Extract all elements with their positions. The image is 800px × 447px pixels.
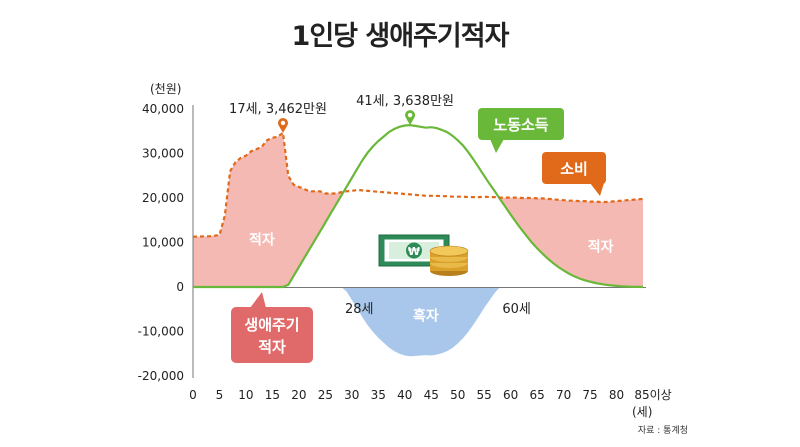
y-tick-label: -20,000	[138, 369, 184, 383]
x-tick-label: 55	[477, 388, 492, 402]
crossover-annotation: 28세	[345, 302, 374, 317]
callout-consumption: 소비	[542, 152, 606, 196]
y-tick-label: -10,000	[138, 325, 184, 339]
y-tick-label: 40,000	[142, 102, 184, 116]
x-tick-label: 85이상	[634, 388, 671, 402]
y-tick-label: 20,000	[142, 191, 184, 205]
x-tick-label: 50	[450, 388, 465, 402]
annotations: 17세, 3,462만원 41세, 3,638만원 28세 60세	[229, 94, 531, 317]
y-tick-labels: 40,000 30,000 20,000 10,000 0 -10,000 -20,000	[138, 102, 184, 383]
x-unit-label: (세)	[632, 405, 652, 419]
marker-pin	[278, 117, 288, 133]
x-tick-label: 25	[318, 388, 333, 402]
region-label: 흑자	[413, 307, 439, 324]
svg-text:₩: ₩	[408, 245, 420, 258]
x-tick-label: 70	[556, 388, 571, 402]
x-tick-label: 60	[503, 388, 518, 402]
x-tick-label: 65	[529, 388, 544, 402]
x-tick-labels: 0 5 10 15 20 25 30 35 40 45 50 55 60 65 70 75 80 85이상	[189, 388, 672, 402]
x-tick-label: 75	[582, 388, 597, 402]
peak-annotation: 17세, 3,462만원	[229, 102, 327, 117]
callout-life-cycle-deficit: 생애주기 적자	[231, 292, 313, 363]
x-tick-label: 20	[291, 388, 306, 402]
x-tick-label: 5	[216, 388, 224, 402]
labor-income-line	[193, 123, 644, 289]
money-icon: ₩	[378, 234, 469, 276]
region-label: 적자	[249, 232, 275, 249]
callout-consumption-label: 소비	[560, 160, 588, 178]
x-tick-label: 0	[189, 388, 197, 402]
callout-labor-income: 노동소득	[478, 108, 564, 153]
y-tick-label: 10,000	[142, 236, 184, 250]
x-tick-label: 10	[238, 388, 253, 402]
y-tick-label: 30,000	[142, 147, 184, 161]
x-tick-label: 15	[265, 388, 280, 402]
callout-deficit-line2: 적자	[258, 338, 286, 356]
peak-annotation: 41세, 3,638만원	[356, 94, 454, 109]
marker-pin	[405, 110, 416, 126]
region-label: 적자	[588, 238, 614, 255]
surplus-area	[193, 287, 643, 357]
x-tick-label: 40	[397, 388, 412, 402]
series-lines	[192, 123, 644, 289]
x-tick-label: 35	[371, 388, 386, 402]
crossover-annotation: 60세	[502, 302, 531, 317]
source-note: 자료 : 통계청	[637, 426, 688, 436]
x-tick-label: 45	[424, 388, 439, 402]
page-title: 1인당 생애주기적자	[291, 21, 510, 52]
consumption-line	[192, 130, 644, 238]
x-tick-label: 30	[344, 388, 359, 402]
callout-labor-income-label: 노동소득	[493, 116, 548, 134]
callout-deficit-line1: 생애주기	[244, 316, 299, 334]
x-tick-label: 80	[609, 388, 624, 402]
y-tick-label: 0	[176, 280, 184, 294]
y-unit-label: (천원)	[150, 81, 181, 96]
